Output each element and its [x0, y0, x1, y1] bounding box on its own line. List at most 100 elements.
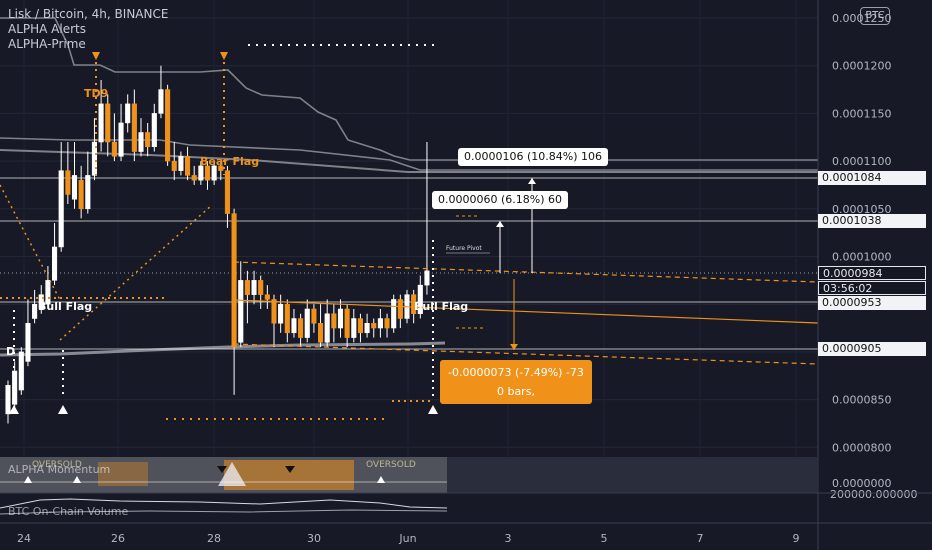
- candle-body-up: [18, 351, 24, 391]
- candle-body-down: [284, 303, 290, 334]
- measure-arrow-head: [528, 178, 536, 184]
- candle-body-up: [391, 299, 397, 329]
- indicator-alpha-prime[interactable]: ALPHA-Prime: [8, 37, 86, 51]
- candle-body-up: [278, 303, 284, 324]
- candle-body-up: [351, 318, 357, 338]
- candle-body-up: [304, 308, 310, 338]
- candle-body-down: [371, 323, 377, 329]
- measure-down-bars: 0 bars,: [496, 385, 535, 398]
- price-tick-label: 0.0001150: [832, 107, 892, 120]
- candle-body-down: [397, 299, 403, 319]
- sub1-sell-triangle: [285, 466, 295, 473]
- td9-label: TD9: [84, 87, 109, 100]
- candle-body-up: [364, 323, 370, 334]
- candle-body-up: [52, 246, 58, 281]
- stepped-band: [0, 17, 818, 161]
- candle-body-down: [204, 165, 211, 181]
- candle-body-down: [111, 141, 117, 157]
- horizontal-levels: [0, 177, 818, 350]
- candle-body-down: [344, 308, 350, 338]
- candle-body-up: [251, 280, 257, 295]
- candle-body-down: [171, 160, 177, 171]
- candle-body-down: [311, 308, 317, 324]
- price-tick-label: 0.0001250: [832, 12, 892, 25]
- candle-body-up: [198, 165, 204, 181]
- sub1-momentum-block: [224, 460, 354, 490]
- time-tick-label: 7: [697, 532, 704, 545]
- measure-down[interactable]: -0.0000073 (-7.49%) -73 0 bars,: [440, 360, 592, 404]
- candle-body-down: [105, 103, 111, 143]
- sell-signal-triangle: [220, 52, 228, 60]
- price-tick-label: 0.0001100: [832, 155, 892, 168]
- d-marker-label: D: [6, 345, 16, 358]
- candle-body-down: [165, 89, 171, 162]
- candle-body-down: [258, 280, 264, 295]
- price-tick-label: 0.0001050: [832, 203, 892, 216]
- sub2-indicator-label: BTC On-Chain Volume: [8, 505, 129, 518]
- symbol-title[interactable]: Lisk / Bitcoin, 4h, BINANCE: [8, 7, 169, 21]
- measure-up-large[interactable]: 0.0000106 (10.84%) 106: [458, 148, 608, 166]
- price-time-axes: 0.0001250 0.0001200 0.0001150 0.0001100 0.00…: [17, 0, 917, 550]
- currency-badge[interactable]: BTC: [860, 7, 890, 25]
- candle-body-up: [45, 280, 51, 305]
- candle-body-up: [98, 103, 104, 143]
- measure-down-value: -0.0000073 (-7.49%) -73: [448, 366, 584, 379]
- sub1-axis-label: 0.0000000: [832, 477, 892, 490]
- sub2-volume-line: [0, 509, 448, 515]
- measure-arrow-head: [510, 344, 518, 350]
- buy-signal-triangle: [58, 405, 68, 414]
- stepped-band: [0, 149, 818, 173]
- price-tick-label: 0.0001200: [832, 60, 892, 73]
- candle-body-down: [65, 170, 71, 195]
- sub1-tag-1: OVERSOLD: [32, 460, 82, 470]
- candle-body-down: [271, 299, 277, 324]
- sub1-buy-triangle: [377, 476, 385, 483]
- candle-body-up: [85, 175, 91, 210]
- sub1-indicator-label: ALPHA Momentum: [8, 463, 111, 476]
- sub-panels: [0, 457, 932, 524]
- candle-body-down: [411, 294, 417, 314]
- candle-body-up: [424, 270, 430, 286]
- price-tick-label: 0.0000850: [832, 394, 892, 407]
- sub1-histogram-area: [0, 457, 447, 493]
- price-tick-label: 0.0000800: [832, 441, 892, 454]
- bear-flag-label: Bear Flag: [200, 155, 260, 168]
- price-label-905: 0.0000905: [818, 342, 926, 356]
- candle-body-down: [224, 170, 230, 214]
- trend-line: [0, 184, 61, 301]
- future-pivot-label: Future Pivot: [446, 245, 482, 252]
- sub1-buy-triangle: [73, 476, 81, 483]
- sell-signal-triangle: [92, 52, 100, 60]
- time-tick-label: 5: [601, 532, 608, 545]
- buy-signal-triangle: [9, 405, 19, 414]
- bull-flag-right-label: Bull Flag: [414, 300, 469, 313]
- time-tick-label: 26: [111, 532, 125, 545]
- candle-body-up: [337, 308, 344, 329]
- indicator-alpha-alerts[interactable]: ALPHA Alerts: [8, 22, 86, 36]
- trend-line: [233, 299, 819, 324]
- candle-body-up: [417, 284, 423, 314]
- candle-body-up: [158, 89, 164, 114]
- trend-line: [233, 261, 819, 283]
- sub1-sell-triangle: [217, 466, 227, 473]
- time-tick-label: 9: [793, 532, 800, 545]
- drawing-overlay: [0, 44, 819, 420]
- measure-arrow-head: [496, 221, 504, 227]
- candle-body-up: [118, 122, 124, 157]
- time-tick-label: 3: [505, 532, 512, 545]
- candle-body-up: [238, 280, 244, 343]
- sub2-axis-label: 200000.000000: [830, 488, 917, 501]
- candle-body-down: [244, 280, 250, 295]
- candle-body-down: [264, 294, 270, 300]
- sub2-volume-line: [0, 498, 448, 509]
- time-tick-label: 30: [307, 532, 321, 545]
- bull-flag-left-label: Bull Flag: [38, 300, 93, 313]
- measure-up-small[interactable]: 0.0000060 (6.18%) 60: [432, 191, 569, 209]
- chart-grid: [0, 0, 818, 458]
- candle-body-down: [298, 318, 304, 338]
- candle-body-up: [71, 175, 78, 200]
- sub1-tag-2: OVERSOLD: [366, 460, 416, 470]
- candle-body-up: [58, 170, 64, 248]
- candle-body-up: [324, 313, 330, 343]
